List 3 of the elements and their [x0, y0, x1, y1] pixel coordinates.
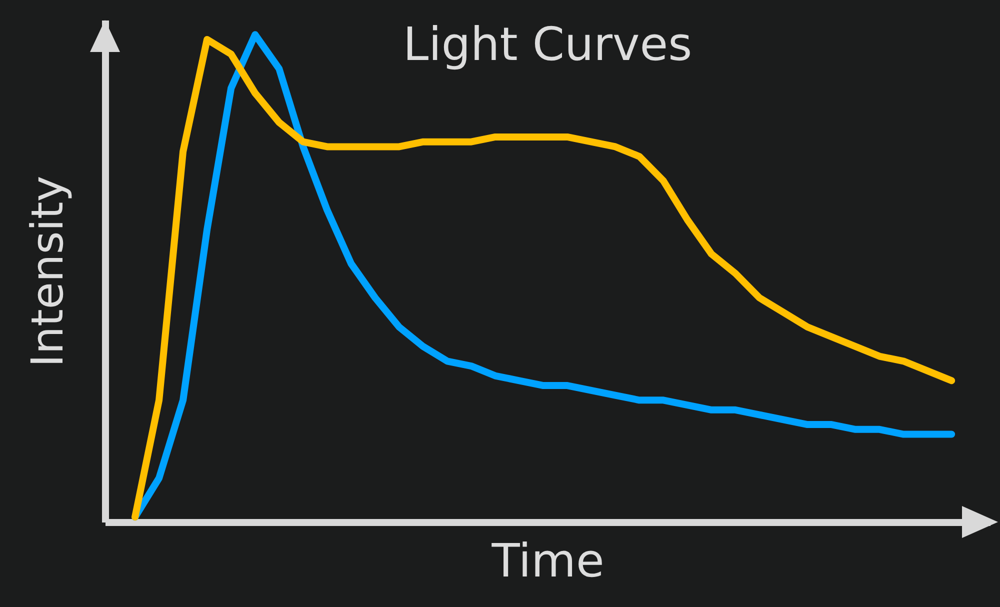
y-axis-title: Intensity	[22, 176, 74, 368]
x-axis-title: Time	[490, 534, 604, 588]
chart-title: Light Curves	[402, 17, 692, 71]
